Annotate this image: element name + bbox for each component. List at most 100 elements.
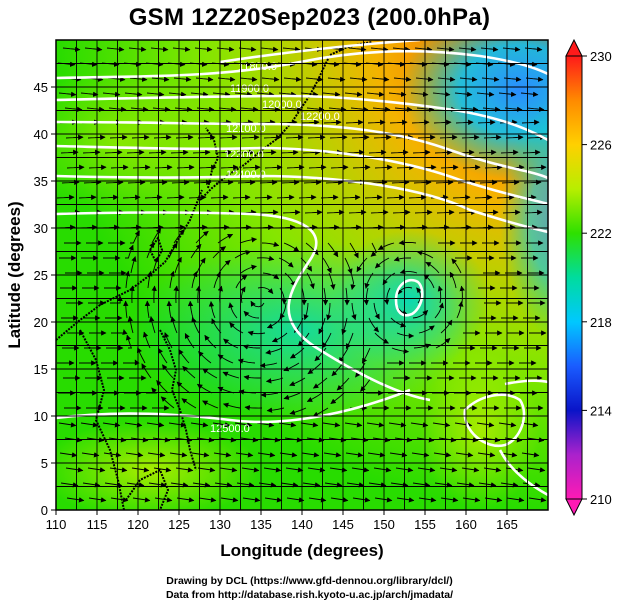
- streamline-arrow: [282, 209, 301, 216]
- contour-label-11800: 11800.0: [238, 61, 277, 73]
- streamline-arrow: [338, 347, 349, 363]
- streamline-arrow: [196, 257, 206, 274]
- streamline-arrow: [238, 46, 257, 52]
- streamline-arrow: [331, 362, 344, 377]
- streamline-arrow: [314, 347, 327, 362]
- streamline-arrow: [504, 106, 523, 112]
- streamline-arrow: [258, 482, 277, 488]
- streamline-arrow: [265, 347, 283, 355]
- streamline-arrow: [104, 482, 123, 488]
- streamline-arrow: [146, 422, 165, 428]
- streamline-arrow: [349, 76, 368, 82]
- streamline-arrow: [528, 164, 547, 171]
- streamline-arrow: [197, 467, 216, 473]
- streamline-arrow: [352, 164, 371, 171]
- streamline-arrow: [234, 422, 253, 428]
- streamline-arrow: [237, 358, 256, 364]
- streamline-arrow: [127, 179, 146, 186]
- streamline-arrow: [342, 194, 361, 201]
- y-axis-title: Latitude (degrees): [5, 201, 24, 348]
- streamline-arrow: [416, 106, 435, 112]
- streamline-arrow: [148, 482, 167, 488]
- streamline-arrow: [425, 262, 440, 274]
- streamline-arrow: [416, 287, 422, 304]
- streamline-arrow: [377, 242, 395, 250]
- streamline-arrow: [152, 106, 171, 112]
- streamline-arrow: [191, 271, 198, 289]
- streamline-arrow: [374, 164, 393, 171]
- streamline-arrow: [411, 119, 430, 126]
- streamline-arrow: [382, 272, 396, 286]
- streamline-arrow: [305, 242, 319, 256]
- y-tick-label: 30: [34, 221, 48, 236]
- streamline-arrow: [432, 422, 451, 428]
- streamline-arrow: [303, 179, 322, 186]
- streamline-arrow: [136, 347, 146, 364]
- streamline-arrow: [367, 452, 386, 458]
- streamline-arrow: [256, 255, 275, 261]
- streamline-arrow: [327, 76, 346, 82]
- coastline-japan: [199, 54, 331, 201]
- streamline-arrow: [480, 46, 499, 52]
- streamline-arrow: [527, 467, 546, 473]
- streamline-arrow: [326, 302, 332, 321]
- x-tick-label: 135: [250, 517, 272, 532]
- streamline-arrow: [198, 351, 212, 364]
- streamline-arrow: [322, 287, 329, 306]
- streamline-arrow: [193, 179, 212, 186]
- streamline-arrow: [323, 119, 342, 126]
- streamline-arrow: [522, 149, 541, 156]
- streamline-arrow: [65, 467, 84, 473]
- streamline-arrow: [125, 452, 144, 458]
- streamline-arrow: [329, 134, 348, 141]
- x-tick-label: 115: [87, 517, 108, 532]
- y-tick-label: 25: [34, 268, 48, 283]
- streamline-arrow: [396, 164, 415, 171]
- streamline-arrow: [131, 134, 150, 141]
- grid-lines: [56, 40, 548, 510]
- streamline-arrow: [324, 482, 343, 488]
- streamline-arrow: [320, 194, 339, 201]
- y-tick-label: 45: [34, 80, 48, 95]
- streamline-arrow: [285, 134, 304, 141]
- streamline-arrow: [243, 374, 261, 381]
- colorbar-label: 218: [590, 315, 612, 330]
- streamline-arrow: [240, 286, 246, 304]
- streamline-arrow: [370, 209, 389, 216]
- streamline-arrow: [265, 377, 284, 384]
- x-tick-label: 165: [496, 517, 518, 532]
- streamline-arrow: [285, 467, 304, 473]
- streamline-arrow: [345, 452, 364, 458]
- streamline-arrow: [452, 194, 471, 201]
- streamline-arrow: [301, 452, 320, 458]
- streamline-arrow: [523, 179, 542, 186]
- streamline-arrow: [144, 194, 163, 201]
- streamline-arrow: [284, 106, 303, 112]
- streamline-arrow: [141, 363, 152, 379]
- streamline-arrow: [243, 310, 260, 319]
- streamline-arrow: [235, 452, 254, 458]
- streamline-arrow: [151, 227, 162, 244]
- streamline-arrow: [432, 91, 451, 97]
- streamline-arrow: [373, 134, 392, 141]
- streamline-arrow: [100, 194, 119, 201]
- streamline-arrow: [374, 332, 389, 344]
- streamline-arrow: [525, 76, 544, 82]
- streamline-arrow: [194, 46, 213, 52]
- streamline-arrow: [103, 452, 122, 458]
- streamline-arrow: [388, 422, 407, 428]
- streamline-arrow: [391, 179, 410, 186]
- streamline-arrow: [169, 270, 175, 289]
- streamline-arrow: [286, 164, 305, 171]
- streamline-arrow: [480, 209, 499, 216]
- streamline-arrow: [123, 359, 140, 366]
- streamline-arrow: [482, 106, 501, 112]
- streamline-arrow: [210, 194, 229, 201]
- streamline-arrow: [328, 272, 336, 290]
- streamline-arrow: [305, 76, 324, 82]
- chart-title: GSM 12Z20Sep2023 (200.0hPa): [128, 4, 491, 31]
- streamline-arrow: [289, 407, 307, 416]
- streamline-arrow: [213, 452, 232, 458]
- streamline-arrow: [500, 149, 519, 156]
- streamline-arrow: [312, 407, 329, 417]
